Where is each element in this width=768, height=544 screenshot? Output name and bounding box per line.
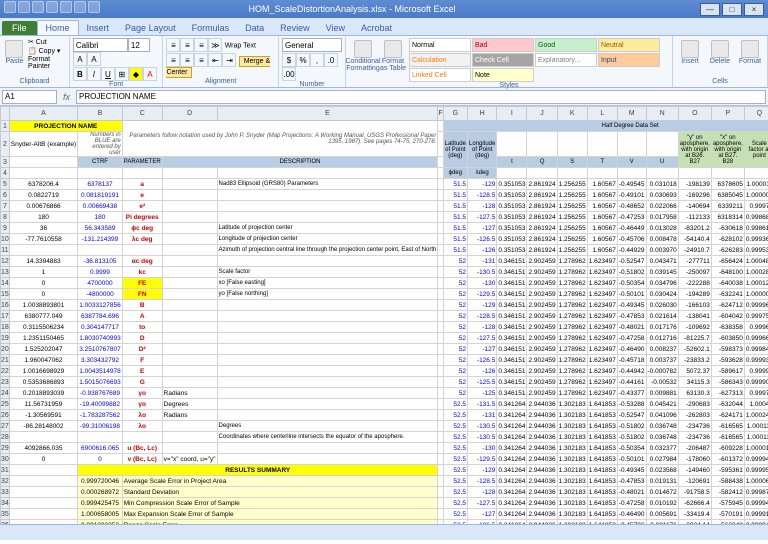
- maximize-button[interactable]: □: [722, 3, 742, 16]
- select-all-corner[interactable]: [1, 107, 10, 121]
- group-cells: Insert Delete Format Cells: [673, 36, 768, 87]
- qat-save-icon[interactable]: [4, 1, 16, 13]
- col-header[interactable]: A: [9, 107, 77, 121]
- tab-page-layout[interactable]: Page Layout: [117, 21, 184, 35]
- status-bar: [0, 524, 768, 540]
- group-number: $%,.0.00 Number: [279, 36, 346, 87]
- bold-button[interactable]: B: [73, 67, 87, 81]
- delete-cells-button[interactable]: Delete: [706, 38, 734, 65]
- qat-redo-icon[interactable]: [32, 1, 44, 13]
- format-as-table-button[interactable]: Format as Table: [379, 38, 407, 72]
- font-color-button[interactable]: A: [143, 67, 157, 81]
- conditional-formatting-button[interactable]: Conditional Formatting: [349, 38, 377, 72]
- tab-home[interactable]: Home: [37, 20, 79, 35]
- qat-icon[interactable]: [88, 1, 100, 13]
- underline-button[interactable]: U: [101, 67, 115, 81]
- paste-button[interactable]: Paste: [3, 38, 26, 65]
- number-format-select[interactable]: [282, 38, 342, 52]
- tab-file[interactable]: File: [2, 21, 37, 35]
- formula-bar: fx: [0, 88, 768, 106]
- ribbon-tabs: File Home Insert Page Layout Formulas Da…: [0, 18, 768, 36]
- tab-acrobat[interactable]: Acrobat: [353, 21, 400, 35]
- qat-icon[interactable]: [60, 1, 72, 13]
- fx-icon[interactable]: fx: [59, 92, 74, 102]
- tab-view[interactable]: View: [318, 21, 353, 35]
- ribbon: Paste ✂ Cut 📋 Copy ▾ Format Painter Clip…: [0, 36, 768, 88]
- quick-access-toolbar: [4, 1, 100, 13]
- format-cells-button[interactable]: Format: [736, 38, 764, 65]
- tab-insert[interactable]: Insert: [79, 21, 118, 35]
- tab-formulas[interactable]: Formulas: [184, 21, 238, 35]
- qat-undo-icon[interactable]: [18, 1, 30, 13]
- group-clipboard: Paste ✂ Cut 📋 Copy ▾ Format Painter Clip…: [0, 36, 70, 87]
- group-font: AA BIU⊞◆A Font: [70, 36, 164, 87]
- close-button[interactable]: ×: [744, 3, 764, 16]
- qat-icon[interactable]: [74, 1, 86, 13]
- formula-input[interactable]: [76, 90, 766, 104]
- border-button[interactable]: ⊞: [115, 67, 129, 81]
- minimize-button[interactable]: —: [700, 3, 720, 16]
- tab-review[interactable]: Review: [272, 21, 318, 35]
- cell-styles-gallery[interactable]: Normal Bad Good Neutral Calculation Chec…: [409, 38, 669, 82]
- projection-name-header[interactable]: PROJECTION NAME: [9, 121, 122, 132]
- window-title: HOM_ScaleDistortionAnalysis.xlsx - Micro…: [248, 4, 455, 14]
- tab-data[interactable]: Data: [237, 21, 272, 35]
- group-alignment: ≡≡≡≫ Wrap Text ≡≡≡⇤⇥ Merge & Center Alig…: [163, 36, 279, 87]
- font-family-select[interactable]: [73, 38, 128, 52]
- shrink-font-icon[interactable]: A: [87, 52, 101, 66]
- group-styles: Conditional Formatting Format as Table N…: [346, 36, 673, 87]
- title-bar: HOM_ScaleDistortionAnalysis.xlsx - Micro…: [0, 0, 768, 18]
- grow-font-icon[interactable]: A: [73, 52, 87, 66]
- name-box[interactable]: [2, 90, 57, 104]
- spreadsheet-grid[interactable]: ABCDEFGHIJKLMNOPQR 1PROJECTION NAMEParam…: [0, 106, 768, 524]
- qat-icon[interactable]: [46, 1, 58, 13]
- italic-button[interactable]: I: [87, 67, 101, 81]
- fill-color-button[interactable]: ◆: [129, 67, 143, 81]
- insert-cells-button[interactable]: Insert: [676, 38, 704, 65]
- paste-icon: [5, 40, 23, 58]
- font-size-select[interactable]: [128, 38, 150, 52]
